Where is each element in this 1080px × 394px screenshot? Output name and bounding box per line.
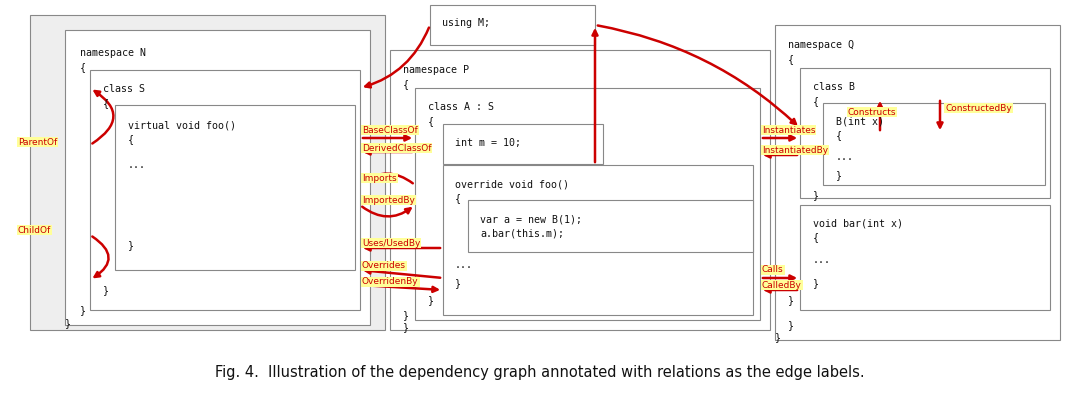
Text: ...: ...	[813, 255, 831, 265]
Bar	[90, 70, 360, 310]
Text: InstantiatedBy: InstantiatedBy	[762, 145, 828, 154]
Text: }: }	[455, 278, 461, 288]
Text: {: {	[788, 54, 794, 64]
Text: {: {	[103, 98, 109, 108]
Text: {: {	[455, 193, 461, 203]
Bar	[30, 15, 384, 330]
Text: namespace Q: namespace Q	[788, 40, 854, 50]
Text: {: {	[813, 96, 819, 106]
Text: }: }	[428, 295, 434, 305]
Bar	[775, 25, 1059, 340]
Text: }: }	[775, 332, 781, 342]
Text: {: {	[428, 116, 434, 126]
Text: Uses/UsedBy: Uses/UsedBy	[362, 238, 420, 247]
Bar	[823, 103, 1045, 185]
Text: class S: class S	[103, 84, 145, 94]
Bar	[443, 165, 753, 315]
Text: namespace P: namespace P	[403, 65, 469, 75]
Text: {: {	[129, 134, 134, 144]
Bar	[800, 205, 1050, 310]
Text: ParentOf: ParentOf	[18, 138, 57, 147]
Text: }: }	[813, 278, 819, 288]
Text: B(int x): B(int x)	[836, 116, 885, 126]
Text: ConstructedBy: ConstructedBy	[945, 104, 1012, 113]
Text: int m = 10;: int m = 10;	[455, 138, 521, 148]
Text: {: {	[836, 130, 842, 140]
Text: ImportedBy: ImportedBy	[362, 195, 415, 204]
Text: Instantiates: Instantiates	[762, 126, 815, 134]
Text: }: }	[836, 170, 842, 180]
Text: class A : S: class A : S	[428, 102, 494, 112]
Bar	[114, 105, 355, 270]
Text: }: }	[80, 305, 86, 315]
Text: BaseClassOf: BaseClassOf	[362, 126, 418, 134]
Text: CalledBy: CalledBy	[762, 281, 801, 290]
Text: }: }	[103, 285, 109, 295]
Text: Imports: Imports	[362, 173, 396, 182]
Text: ChildOf: ChildOf	[18, 225, 51, 234]
Text: }: }	[129, 240, 134, 250]
Text: }: }	[65, 318, 71, 328]
Text: Overrides: Overrides	[362, 262, 406, 271]
Text: }: }	[403, 322, 409, 332]
Text: }: }	[813, 190, 819, 200]
Text: Constructs: Constructs	[848, 108, 896, 117]
Text: {: {	[403, 79, 409, 89]
Bar	[390, 50, 770, 330]
Bar	[443, 124, 603, 164]
Text: ...: ...	[129, 160, 146, 170]
Text: var a = new B(1);: var a = new B(1);	[480, 214, 582, 224]
Text: }: }	[788, 320, 794, 330]
Text: {: {	[80, 62, 86, 72]
Text: OverridenBy: OverridenBy	[362, 277, 419, 286]
Bar	[415, 88, 760, 320]
Text: override void foo(): override void foo()	[455, 179, 569, 189]
Text: namespace N: namespace N	[80, 48, 146, 58]
Bar	[468, 200, 753, 252]
Bar	[430, 5, 595, 45]
Text: class B: class B	[813, 82, 855, 92]
Text: void bar(int x): void bar(int x)	[813, 218, 903, 228]
Text: Fig. 4.  Illustration of the dependency graph annotated with relations as the ed: Fig. 4. Illustration of the dependency g…	[215, 364, 865, 379]
Text: virtual void foo(): virtual void foo()	[129, 120, 237, 130]
Text: ...: ...	[455, 260, 473, 270]
Text: ...: ...	[836, 152, 854, 162]
Bar	[65, 30, 370, 325]
Text: }: }	[788, 295, 794, 305]
Text: a.bar(this.m);: a.bar(this.m);	[480, 228, 564, 238]
Text: DerivedClassOf: DerivedClassOf	[362, 143, 432, 152]
Text: using M;: using M;	[442, 18, 490, 28]
Text: {: {	[813, 232, 819, 242]
Text: }: }	[403, 310, 409, 320]
Bar	[800, 68, 1050, 198]
Text: Calls: Calls	[762, 266, 784, 275]
